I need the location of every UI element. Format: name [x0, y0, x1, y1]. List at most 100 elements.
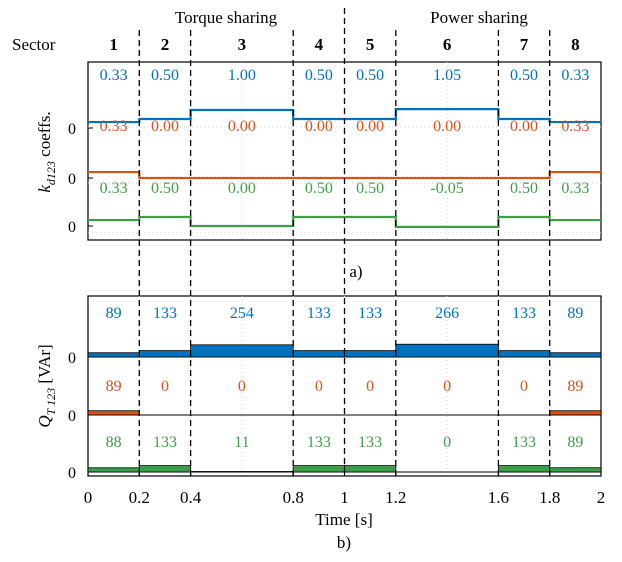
panel-a-label-s1-sector-4: 0.50	[305, 67, 333, 84]
panel-b-xtick-label-8: 2	[597, 488, 606, 507]
panel-b-label-s3-sector-6: 0	[443, 434, 451, 451]
panel-b-label-s1-sector-7: 133	[512, 305, 536, 322]
sector-number-6: 6	[443, 35, 452, 54]
panel-b-label-s1-sector-5: 133	[358, 305, 382, 322]
panel-b-xtick-label-0: 0	[84, 488, 93, 507]
panel-b-area-s1-sector-3	[190, 344, 294, 358]
panel-b-xtick-label-4: 1	[340, 488, 349, 507]
panel-b-xtick-label-3: 0.8	[283, 488, 304, 507]
panel-a-ylabel-rest: coeffs.	[35, 111, 54, 161]
panel-b-area-s2-sector-1	[87, 410, 140, 416]
panel-b-label-s3-sector-7: 133	[512, 434, 536, 451]
panel-a-label-s1-sector-1: 0.33	[100, 67, 128, 84]
panel-b-label-s2-sector-6: 0	[443, 378, 451, 395]
panel-a-label-s3-sector-6: -0.05	[430, 180, 463, 197]
panel-a-value-labels: 0.33 0.50 1.00 0.50 0.50 1.05 0.50 0.33 0.33 0.00…	[100, 67, 590, 197]
panel-a-label-s2-sector-2: 0.00	[151, 118, 179, 135]
sector-numbers: 1 2 3 4 5 6 7 8	[109, 35, 579, 54]
panel-b-area-s1-sector-1	[87, 352, 140, 358]
panel-a-ytick-zero-2: 0	[68, 171, 76, 188]
panel-b-label-s1-sector-2: 133	[153, 305, 177, 322]
panel-b-area-s1-sector-8	[549, 352, 602, 358]
panel-b-label-s1-sector-4: 133	[307, 305, 331, 322]
panel-a-label-s3-sector-4: 0.50	[305, 180, 333, 197]
panel-a-label-s2-sector-3: 0.00	[228, 118, 256, 135]
panel-a-y-ticks: 0 0 0	[68, 121, 93, 236]
panel-a-coefficients: 0.33 0.50 1.00 0.50 0.50 1.05 0.50 0.33 0.33 0.00…	[35, 61, 602, 281]
sector-number-3: 3	[238, 35, 247, 54]
panel-b-label-s3-sector-4: 133	[307, 434, 331, 451]
panel-a-label-s1-sector-6: 1.05	[433, 67, 461, 84]
panel-b-xtick-label-5: 1.2	[385, 488, 406, 507]
panel-a-ylabel-sub: d123	[44, 161, 58, 185]
panel-b-ytick-zero-1: 0	[68, 350, 76, 367]
panel-b-area-s1-sector-5	[344, 350, 397, 358]
panel-a-label-s3-sector-7: 0.50	[510, 180, 538, 197]
panel-b-ytick-zero-2: 0	[68, 408, 76, 425]
panel-a-label-s2-sector-4: 0.00	[305, 118, 333, 135]
panel-b-label-s1-sector-3: 254	[230, 305, 254, 322]
panel-b-label-s3-sector-8: 89	[567, 434, 583, 451]
panel-b-label-s1-sector-6: 266	[435, 305, 459, 322]
panel-b-xtick-label-6: 1.6	[488, 488, 509, 507]
panel-a-ytick-zero-1: 0	[68, 121, 76, 138]
panel-b-label-s2-sector-4: 0	[315, 378, 323, 395]
panel-b-area-s1-sector-2	[138, 350, 192, 358]
sector-number-8: 8	[571, 35, 580, 54]
panel-b-area-s2-sector-8	[549, 410, 602, 416]
panel-b-label-s1-sector-8: 89	[567, 305, 583, 322]
panel-b-ytick-zero-3: 0	[68, 465, 76, 482]
panel-b-area-s1-sector-6	[395, 343, 499, 358]
panel-a-label-s1-sector-2: 0.50	[151, 67, 179, 84]
panel-b-area-s3-sector-3	[190, 471, 294, 473]
panel-b-label-s2-sector-3: 0	[238, 378, 246, 395]
panel-b-xlabel: Time [s]	[315, 510, 372, 529]
panel-b-ylabel-sub: T 123	[44, 388, 58, 415]
panel-b-label-s3-sector-5: 133	[358, 434, 382, 451]
sector-number-7: 7	[520, 35, 529, 54]
sector-separators	[138, 8, 551, 476]
panel-b-xtick-label-7: 1.8	[539, 488, 560, 507]
sector-number-1: 1	[109, 35, 118, 54]
panel-b-area-s1-sector-7	[497, 350, 551, 358]
panel-b-area-s3-sector-7	[497, 465, 551, 473]
panel-b-label-s1-sector-1: 89	[106, 305, 122, 322]
panel-b-y-ticks: 0 0 0	[68, 350, 76, 482]
panel-b-xtick-label-2: 0.4	[180, 488, 202, 507]
panel-b-area-s3-sector-5	[344, 465, 397, 473]
panel-b-area-s3-sector-1	[87, 467, 140, 473]
panel-a-label-s3-sector-5: 0.50	[356, 180, 384, 197]
panel-a-label-s3-sector-1: 0.33	[100, 180, 128, 197]
panel-a-caption: a)	[349, 262, 362, 281]
sector-number-4: 4	[315, 35, 324, 54]
header-power-sharing: Power sharing	[430, 8, 528, 27]
panel-a-ylabel-main: k	[35, 185, 54, 193]
panel-b-area-s3-sector-2	[138, 465, 192, 473]
panel-a-line-series-3	[88, 215, 601, 228]
panel-b-area-s1-sector-4	[292, 350, 345, 358]
panel-a-label-s1-sector-5: 0.50	[356, 67, 384, 84]
panel-b-label-s2-sector-1: 89	[106, 378, 122, 395]
panel-b-area-s3-sector-8	[549, 467, 602, 473]
sector-number-2: 2	[161, 35, 170, 54]
panel-a-label-s3-sector-2: 0.50	[151, 180, 179, 197]
panel-a-ytick-zero-3: 0	[68, 219, 76, 236]
panel-a-label-s2-sector-1: 0.33	[100, 118, 128, 135]
panel-b-ylabel-main: Q	[35, 415, 54, 427]
panel-a-label-s3-sector-8: 0.33	[561, 180, 589, 197]
panel-a-label-s2-sector-8: 0.33	[561, 118, 589, 135]
panel-b-ylabel: QT 123 [VAr]	[35, 344, 58, 427]
panel-a-label-s3-sector-3: 0.00	[228, 180, 256, 197]
panel-b-ylabel-rest: [VAr]	[35, 344, 54, 388]
panel-a-ylabel: kd123 coeffs.	[35, 111, 58, 192]
panel-a-label-s2-sector-7: 0.00	[510, 118, 538, 135]
panel-b-xtick-label-1: 0.2	[129, 488, 150, 507]
panel-b-label-s3-sector-2: 133	[153, 434, 177, 451]
panel-b-label-s2-sector-7: 0	[520, 378, 528, 395]
panel-a-label-s2-sector-5: 0.00	[356, 118, 384, 135]
panel-a-label-s1-sector-8: 0.33	[561, 67, 589, 84]
panel-a-label-s1-sector-3: 1.00	[228, 67, 256, 84]
panel-b-area-s3-sector-4	[292, 465, 345, 473]
